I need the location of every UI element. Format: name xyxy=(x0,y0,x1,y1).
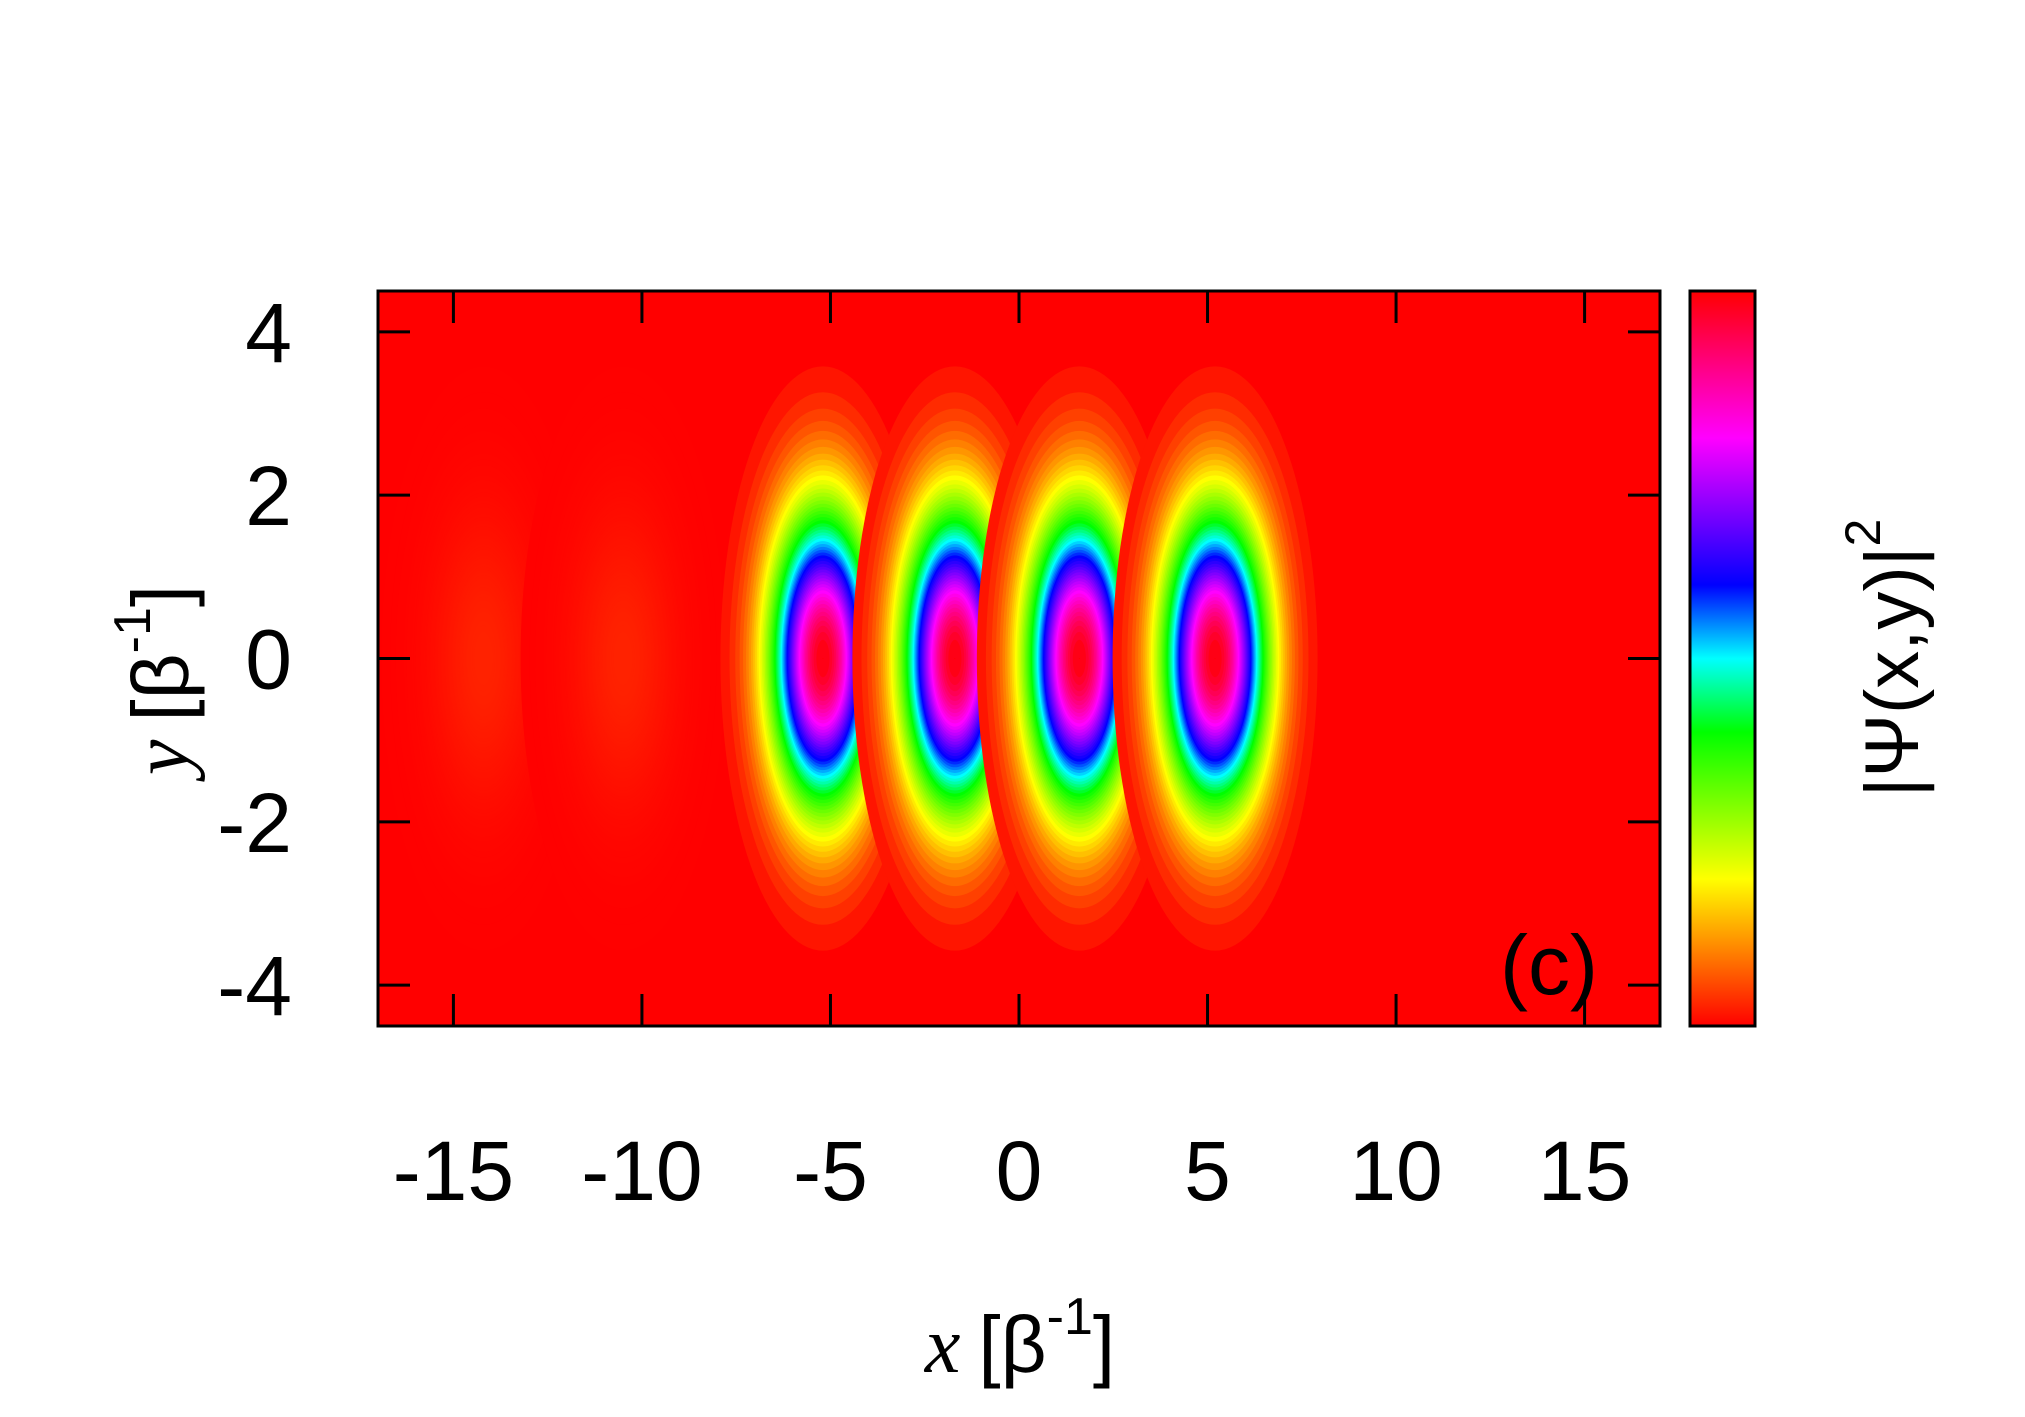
x-axis-unit-exp: -1 xyxy=(1047,1288,1093,1346)
peak-2 xyxy=(520,366,726,951)
plot-frame xyxy=(376,289,1662,1028)
x-tick-labels: -15 -10 -5 0 5 10 15 xyxy=(393,1124,1632,1218)
y-tick-label: 0 xyxy=(245,613,292,707)
peak-contour xyxy=(954,658,956,659)
peak-3 xyxy=(720,366,926,951)
x-tick-label: -15 xyxy=(393,1124,514,1218)
peaks-layer xyxy=(381,366,1318,951)
y-tick-labels: -4 -2 0 2 4 xyxy=(217,286,292,1033)
y-axis-unit-exp: -1 xyxy=(104,607,162,653)
x-tick-label: -5 xyxy=(793,1124,868,1218)
colorbar-label-text: |Ψ(x,y)| xyxy=(1850,547,1935,798)
peak-contour xyxy=(622,658,624,659)
x-tick-label: 10 xyxy=(1349,1124,1442,1218)
y-tick-label: 4 xyxy=(245,286,292,380)
panel-label: (c) xyxy=(1500,918,1598,1012)
y-tick-label: -4 xyxy=(217,939,292,1033)
colorbar xyxy=(1688,289,1757,1028)
colorbar-label-exp: 2 xyxy=(1835,519,1891,547)
peak-contour xyxy=(822,658,824,659)
peak-6 xyxy=(1112,366,1318,951)
ticks-layer xyxy=(378,291,1660,1026)
y-axis-unit-close: ] xyxy=(116,585,205,607)
y-tick-label: 2 xyxy=(245,449,292,543)
x-axis-unit-close: ] xyxy=(1093,1300,1115,1389)
y-axis-label: y [β-1] xyxy=(104,585,206,782)
y-axis-unit-open: [β xyxy=(116,653,205,721)
x-axis-unit-open: [β xyxy=(978,1300,1046,1389)
peak-contour xyxy=(483,658,485,659)
x-tick-label: 15 xyxy=(1538,1124,1631,1218)
y-axis-symbol: y xyxy=(118,739,206,782)
x-axis-label: x [β-1] xyxy=(924,1288,1115,1390)
x-tick-label: 0 xyxy=(996,1124,1043,1218)
y-tick-label: -2 xyxy=(217,776,292,870)
peak-1 xyxy=(381,366,587,951)
x-tick-label: -10 xyxy=(581,1124,702,1218)
colorbar-label: |Ψ(x,y)|2 xyxy=(1835,519,1935,798)
peak-contour xyxy=(1078,658,1080,659)
peak-contour xyxy=(1214,658,1216,659)
x-tick-label: 5 xyxy=(1184,1124,1231,1218)
x-axis-symbol: x xyxy=(924,1302,961,1390)
